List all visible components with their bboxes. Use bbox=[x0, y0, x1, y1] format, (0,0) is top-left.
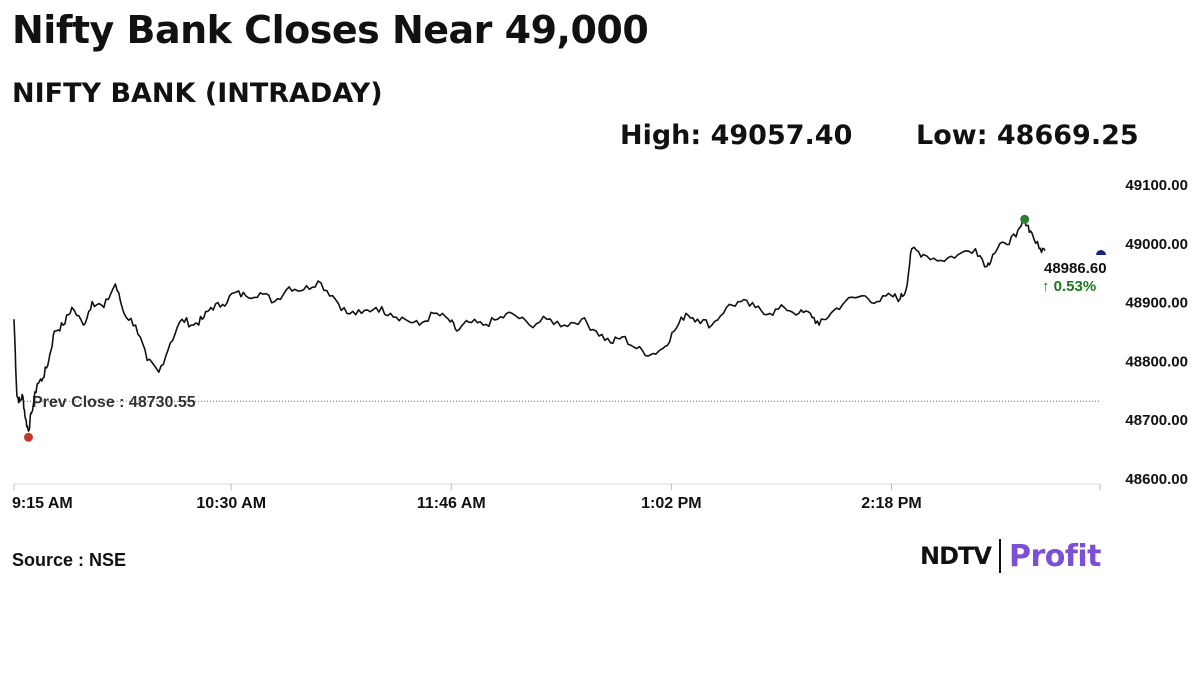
last-price-marker bbox=[1096, 250, 1106, 255]
x-tick-label: 1:02 PM bbox=[641, 495, 701, 512]
source-label: Source : NSE bbox=[12, 550, 127, 570]
last-price-label: 48986.60 bbox=[1044, 260, 1107, 277]
day-low-marker bbox=[23, 432, 33, 442]
ndtv-profit-logo: NDTV Profit bbox=[920, 536, 1102, 576]
x-tick-label: 2:18 PM bbox=[861, 495, 921, 512]
y-tick-label: 49000.00 bbox=[1125, 236, 1188, 253]
change-percent-label: ↑ 0.53% bbox=[1042, 278, 1096, 295]
page-title: Nifty Bank Closes Near 49,000 bbox=[12, 8, 649, 52]
x-tick-label: 11:46 AM bbox=[417, 495, 486, 512]
logo-profit-text: Profit bbox=[1008, 538, 1102, 574]
y-tick-label: 49100.00 bbox=[1125, 177, 1188, 194]
prev-close-label: Prev Close : 48730.55 bbox=[32, 394, 196, 411]
y-tick-label: 48800.00 bbox=[1125, 353, 1188, 370]
chart-subtitle: NIFTY BANK (INTRADAY) bbox=[12, 78, 383, 109]
y-tick-label: 48600.00 bbox=[1125, 471, 1188, 488]
y-tick-label: 48700.00 bbox=[1125, 412, 1188, 429]
day-low-label: Low: 48669.25 bbox=[916, 120, 1139, 151]
price-line bbox=[13, 218, 1046, 432]
x-tick-label: 10:30 AM bbox=[196, 495, 266, 512]
x-tick-label: 9:15 AM bbox=[12, 495, 73, 512]
logo-divider bbox=[998, 539, 1001, 573]
day-high-label: High: 49057.40 bbox=[620, 120, 853, 151]
day-high-marker bbox=[1020, 214, 1030, 224]
logo-ndtv-text: NDTV bbox=[920, 542, 992, 570]
y-tick-label: 48900.00 bbox=[1125, 295, 1188, 312]
